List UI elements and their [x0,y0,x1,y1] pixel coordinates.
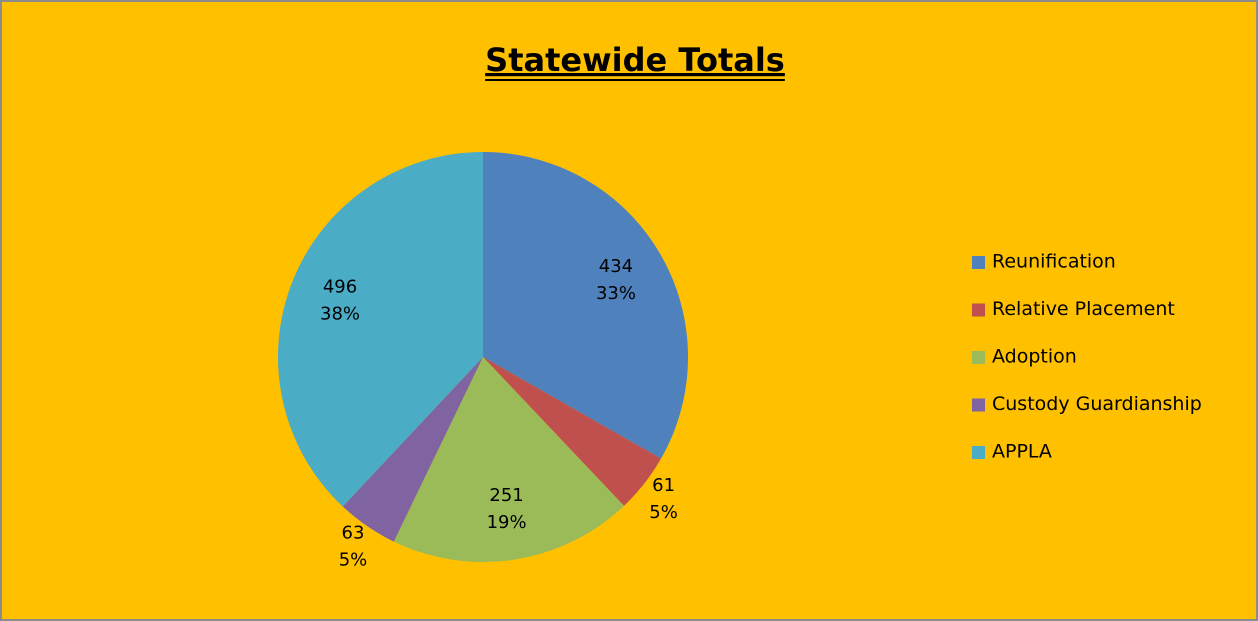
pie-slice [393,357,624,563]
percent-label: 38% [320,303,360,324]
legend-swatch [972,303,985,317]
pie-slice [277,152,483,507]
data-label: 61 [652,475,675,496]
legend-swatch [972,351,985,364]
percent-label: 5% [649,502,678,523]
legend-swatch [972,256,985,269]
pie-slice [483,357,662,506]
legend-label: APPLA [992,441,1052,463]
data-label: 251 [489,485,523,506]
pie-slice [483,152,688,459]
percent-label: 33% [596,283,636,304]
data-label: 434 [599,256,633,277]
legend-label: Adoption [992,346,1077,368]
percent-label: 5% [339,549,368,570]
legend-label: Relative Placement [992,298,1175,320]
data-label: 496 [323,276,357,297]
legend-swatch [972,398,985,412]
pie-slice [342,357,483,542]
data-label: 63 [342,522,365,543]
chart-title: Statewide Totals [485,41,785,79]
legend-label: Reunification [992,251,1116,273]
legend-swatch [972,446,985,459]
percent-label: 19% [487,512,527,533]
legend-label: Custody Guardianship [992,393,1202,415]
